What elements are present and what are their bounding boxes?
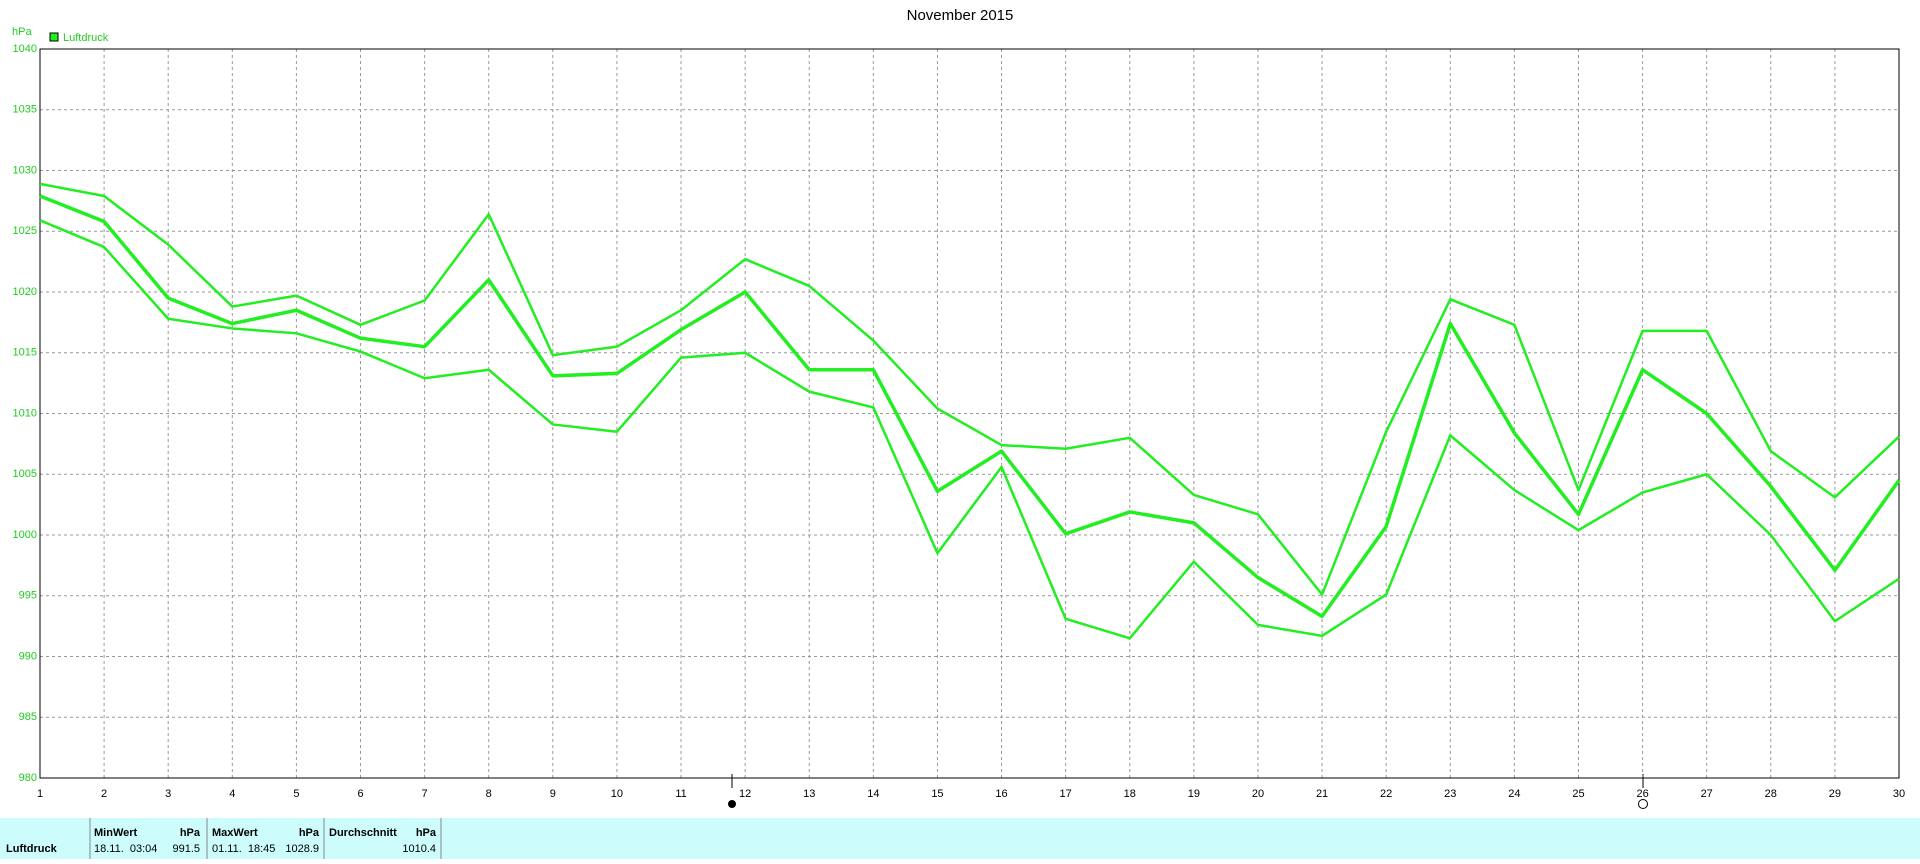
x-tick-label: 4 (229, 788, 235, 800)
x-tick-label: 12 (739, 788, 751, 800)
x-tick-label: 19 (1188, 788, 1200, 800)
col-unit: hPa (416, 827, 437, 839)
x-tick-label: 8 (486, 788, 492, 800)
x-tick-label: 6 (357, 788, 363, 800)
legend-swatch (49, 32, 59, 42)
x-tick-label: 27 (1701, 788, 1713, 800)
new-moon-icon (728, 800, 736, 808)
y-tick-label: 1000 (13, 529, 37, 541)
row-label: Luftdruck (6, 843, 58, 855)
series-line (39, 194, 1901, 619)
x-tick-label: 3 (165, 788, 171, 800)
full-moon-icon (1638, 799, 1648, 809)
x-tick-label: 5 (293, 788, 299, 800)
y-tick-label: 1005 (13, 468, 37, 480)
x-tick-label: 22 (1380, 788, 1392, 800)
col-header: Durchschnitt (329, 827, 397, 839)
y-tick-label: 980 (19, 772, 37, 784)
x-tick-label: 20 (1252, 788, 1264, 800)
y-tick-label: 1040 (13, 43, 37, 55)
x-tick-label: 9 (550, 788, 556, 800)
series-line (39, 182, 1900, 596)
min-value: 991.5 (172, 843, 200, 855)
x-tick-label: 16 (995, 788, 1007, 800)
x-tick-label: 2 (101, 788, 107, 800)
table-separators (89, 818, 442, 859)
x-tick-label: 29 (1829, 788, 1841, 800)
y-tick-label: 995 (19, 590, 37, 602)
x-tick-label: 14 (867, 788, 879, 800)
max-value: 1028.9 (285, 843, 319, 855)
x-tick-label: 18 (1124, 788, 1136, 800)
x-tick-label: 13 (803, 788, 815, 800)
x-tick-label: 10 (611, 788, 623, 800)
col-header: MaxWert (212, 827, 258, 839)
y-tick-label: 1025 (13, 225, 37, 237)
y-axis-label: hPa (12, 26, 32, 38)
series-line (39, 219, 1900, 640)
x-tick-label: 1 (37, 788, 43, 800)
col-header: MinWert (94, 827, 138, 839)
y-tick-label: 1020 (13, 286, 37, 298)
avg-value: 1010.4 (402, 843, 436, 855)
y-tick-label: 1035 (13, 104, 37, 116)
x-tick-label: 17 (1060, 788, 1072, 800)
chart-title: November 2015 (907, 7, 1014, 24)
y-tick-label: 985 (19, 711, 37, 723)
min-time: 18.11. 03:04 (94, 843, 157, 855)
x-tick-label: 23 (1444, 788, 1456, 800)
y-tick-label: 1015 (13, 347, 37, 359)
y-tick-label: 1010 (13, 407, 37, 419)
x-tick-label: 24 (1508, 788, 1520, 800)
stats-bar (0, 818, 1920, 859)
legend-label: Luftdruck (63, 32, 109, 44)
x-tick-label: 7 (422, 788, 428, 800)
x-tick-label: 30 (1893, 788, 1905, 800)
x-tick-label: 21 (1316, 788, 1328, 800)
x-tick-label: 28 (1765, 788, 1777, 800)
col-unit: hPa (180, 827, 201, 839)
x-tick-label: 15 (931, 788, 943, 800)
y-tick-label: 990 (19, 650, 37, 662)
y-tick-label: 1030 (13, 164, 37, 176)
x-tick-label: 11 (675, 788, 686, 800)
x-tick-label: 26 (1636, 788, 1648, 800)
x-tick-label: 25 (1572, 788, 1584, 800)
col-unit: hPa (299, 827, 320, 839)
max-time: 01.11. 18:45 (212, 843, 275, 855)
plot-frame (39, 48, 1900, 779)
